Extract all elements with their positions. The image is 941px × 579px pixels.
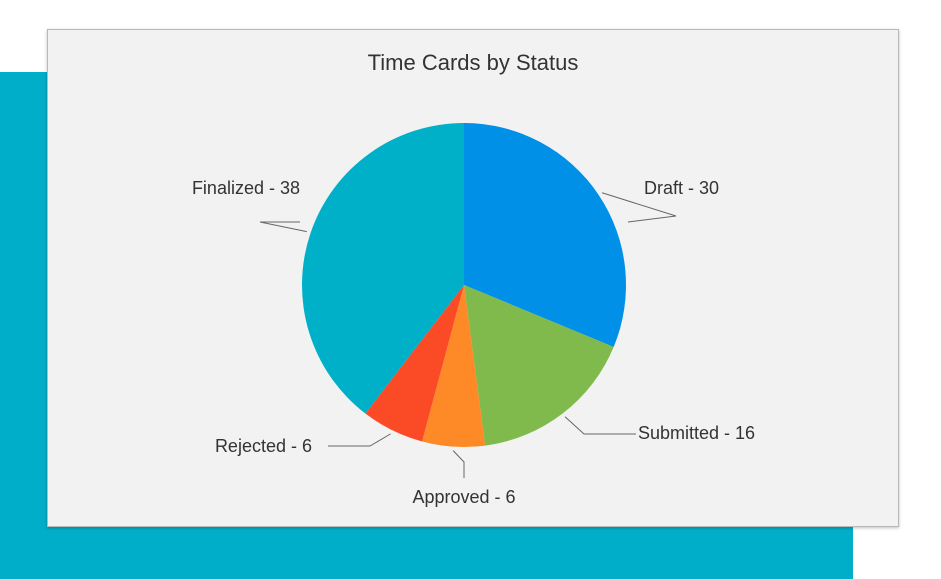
leader-line-draft bbox=[601, 192, 677, 223]
data-label-finalized: Finalized - 38 bbox=[192, 178, 300, 198]
data-label-approved: Approved - 6 bbox=[412, 487, 515, 507]
leader-line-rejected bbox=[328, 433, 391, 447]
chart-title: Time Cards by Status bbox=[367, 50, 579, 75]
leader-line-finalized bbox=[259, 221, 307, 233]
data-label-rejected: Rejected - 6 bbox=[215, 436, 312, 456]
pie-chart: Draft - 30 Submitted - 16 Approved - 6 Reje… bbox=[192, 122, 755, 507]
chart-card: Time Cards by Status Draft - 30 Submitted… bbox=[47, 29, 899, 527]
pie-slice-draft[interactable] bbox=[464, 123, 626, 347]
pie-slice-finalized[interactable] bbox=[301, 122, 464, 414]
data-label-submitted: Submitted - 16 bbox=[638, 423, 755, 443]
leader-line-submitted bbox=[564, 416, 636, 435]
pie-slice-submitted[interactable] bbox=[464, 285, 614, 446]
pie-slice-rejected[interactable] bbox=[365, 285, 464, 442]
data-label-draft: Draft - 30 bbox=[644, 178, 719, 198]
pie-slice-approved[interactable] bbox=[422, 285, 486, 448]
leader-line-approved bbox=[452, 450, 465, 478]
